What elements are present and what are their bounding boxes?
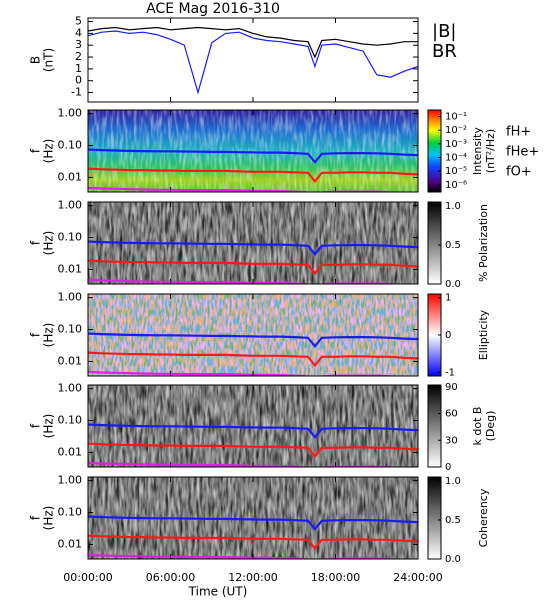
colorbar-label: (Deg) <box>484 411 497 442</box>
colorbar-frame <box>427 201 442 285</box>
colorbar-tick-label: 1.0 <box>445 476 461 487</box>
y-axis-label: (Hz) <box>42 414 56 439</box>
colorbar-frame <box>427 384 442 468</box>
y-tick-label: 1.00 <box>58 199 83 212</box>
y-tick-label: 0.10 <box>58 323 83 336</box>
colorbar-tick-label: 0.0 <box>445 554 461 565</box>
colorbar <box>428 294 441 376</box>
y-axis-label: (Hz) <box>42 231 56 256</box>
colorbar-tick-label: 1 <box>445 293 451 304</box>
y-axis-label: (nT) <box>42 48 56 72</box>
colorbar-tick-label: 10⁻¹ <box>445 112 467 123</box>
y-tick-label: 0.10 <box>58 506 83 519</box>
legend-entry: BR <box>432 41 457 62</box>
colorbar-tick-label: 0 <box>445 462 451 473</box>
y-tick-label: 5 <box>75 15 82 28</box>
series-line <box>88 259 418 276</box>
y-tick-label: 1 <box>75 62 82 75</box>
colorbar-tick-label: 90 <box>445 382 458 393</box>
colorbar-label: % Polarization <box>477 204 490 282</box>
series-line <box>88 534 418 551</box>
colorbar-tick-label: 0 <box>445 330 451 341</box>
y-tick-label: 0.01 <box>58 445 83 458</box>
y-axis-label: (Hz) <box>42 323 56 348</box>
legend-entry: |B| <box>432 21 456 42</box>
series-line <box>88 30 418 95</box>
y-tick-label: 1.00 <box>58 291 83 304</box>
y-tick-label: 1.00 <box>58 107 83 120</box>
colorbar-tick-label: 10⁻³ <box>445 139 467 150</box>
chart-title: ACE Mag 2016-310 <box>146 1 280 17</box>
y-tick-label: 2 <box>75 50 82 63</box>
colorbar-tick-label: 10⁻⁶ <box>445 180 467 191</box>
y-axis-label: f <box>29 240 43 245</box>
colorbar <box>428 385 441 467</box>
colorbar <box>428 110 441 192</box>
y-axis-label: f <box>29 148 43 153</box>
colorbar-tick-label: 1.0 <box>445 201 461 212</box>
series-line <box>88 332 418 348</box>
y-axis-label: B <box>29 56 43 64</box>
colorbar-tick-label: 0.0 <box>445 279 461 290</box>
y-tick-label: 0.01 <box>58 537 83 550</box>
colorbar-label: (nT²/Hz) <box>484 129 497 173</box>
colorbar <box>428 202 441 284</box>
y-tick-label: 0.10 <box>58 414 83 427</box>
series-line <box>88 515 418 531</box>
x-axis-label: Time (UT) <box>188 585 248 599</box>
colorbar-frame <box>427 109 442 193</box>
colorbar-tick-label: 30 <box>445 435 458 446</box>
y-tick-label: 1.00 <box>58 382 83 395</box>
legend-entry: fO+ <box>506 165 532 180</box>
y-tick-label: 3 <box>75 38 82 51</box>
y-axis-label: (Hz) <box>42 139 56 164</box>
colorbar-frame <box>427 476 442 560</box>
colorbar <box>428 477 441 559</box>
series-line <box>88 351 418 368</box>
y-tick-label: 4 <box>75 26 82 39</box>
series-line <box>88 148 418 164</box>
colorbar-tick-label: 10⁻⁵ <box>445 166 467 177</box>
x-tick-label: 00:00:00 <box>63 571 112 584</box>
y-axis-label: (Hz) <box>42 506 56 531</box>
y-axis-label: f <box>29 332 43 337</box>
series-line <box>88 423 418 439</box>
x-tick-label: 12:00:00 <box>228 571 277 584</box>
colorbar-tick-label: 10⁻² <box>445 125 467 136</box>
x-tick-label: 24:00:00 <box>393 571 442 584</box>
y-axis-label: f <box>29 515 43 520</box>
y-tick-label: 0.01 <box>58 170 83 183</box>
colorbar-tick-label: 0.5 <box>445 240 461 251</box>
colorbar-label: Coherency <box>477 488 490 547</box>
y-tick-label: 0.01 <box>58 262 83 275</box>
colorbar-tick-label: 60 <box>445 409 458 420</box>
legend-entry: fH+ <box>506 125 531 140</box>
colorbar-tick-label: -1 <box>445 367 455 378</box>
x-tick-label: 06:00:00 <box>146 571 195 584</box>
legend-entry: fHe+ <box>506 145 539 160</box>
series-line <box>88 26 418 59</box>
y-tick-label: 0.01 <box>58 354 83 367</box>
y-tick-label: 1.00 <box>58 474 83 487</box>
series-line <box>88 442 418 459</box>
y-axis-label: f <box>29 423 43 428</box>
y-tick-label: 0.10 <box>58 231 83 244</box>
colorbar-label: Ellipticity <box>477 309 490 360</box>
series-line <box>88 240 418 256</box>
y-tick-label: -1 <box>71 86 82 99</box>
colorbar-tick-label: 10⁻⁴ <box>445 153 467 164</box>
colorbar-tick-label: 0.5 <box>445 515 461 526</box>
colorbar-label: Intensity <box>471 127 484 175</box>
x-tick-label: 18:00:00 <box>311 571 360 584</box>
colorbar-label: k dot B <box>471 407 484 446</box>
y-tick-label: 0.10 <box>58 139 83 152</box>
y-tick-label: 0 <box>75 74 82 87</box>
series-line <box>88 167 418 184</box>
